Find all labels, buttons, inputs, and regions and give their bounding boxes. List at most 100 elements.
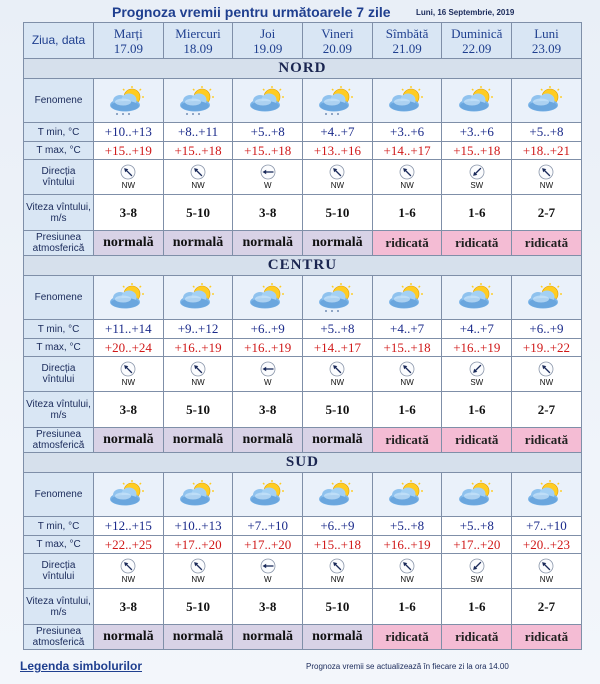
pressure-cell: normală <box>93 427 164 453</box>
phenomena-cell <box>93 472 164 517</box>
pressure-row: Presiunea atmosferică normală normală norma… <box>23 230 582 256</box>
tmin-cell: +3..+6 <box>371 122 443 142</box>
wind-direction-cell: NW <box>511 553 582 589</box>
row-label: T max, °C <box>23 141 94 160</box>
pressure-cell: ridicată <box>441 624 513 650</box>
day-date: 21.09 <box>392 40 422 56</box>
phenomena-cell <box>441 275 513 320</box>
cloud-sun-icon <box>443 282 511 313</box>
row-label: Presiunea atmosferică <box>23 624 94 650</box>
wind-speed-cell: 5-10 <box>302 194 373 231</box>
pressure-cell: ridicată <box>511 624 582 650</box>
tmax-cell: +15..+18 <box>441 141 513 160</box>
wind-direction-label: NW <box>330 181 345 190</box>
wind-arrow-icon: NW <box>373 361 441 387</box>
pressure-row: Presiunea atmosferică normală normală norma… <box>23 624 582 650</box>
wind-speed-row: Viteza vîntului, m/s 3-8 5-10 3-8 5-10 1-6 1-6… <box>23 588 582 625</box>
wind-speed-cell: 1-6 <box>371 588 443 625</box>
day-header: Luni 23.09 <box>511 22 582 59</box>
wind-speed-cell: 5-10 <box>162 588 234 625</box>
wind-arrow-icon: NW <box>164 164 232 190</box>
pressure-cell: normală <box>93 230 164 256</box>
cloud-sun-icon <box>443 479 511 510</box>
day-header: Miercuri 18.09 <box>162 22 234 59</box>
wind-direction-label: NW <box>121 378 135 387</box>
tmin-cell: +5..+8 <box>232 122 304 142</box>
wind-direction-row: Direcția vîntului NW NW W NW NW SW NW <box>23 356 582 392</box>
forecast-table: Ziua, data Marți 17.09 Miercuri 18.09 Joi 19.0… <box>23 22 582 650</box>
wind-direction-label: NW <box>539 575 554 584</box>
cloud-sun-icon <box>234 85 302 116</box>
pressure-cell: normală <box>232 427 304 453</box>
update-note: Prognoza vremii se actualizează în fieca… <box>306 662 509 671</box>
pressure-cell: ridicată <box>371 427 443 453</box>
wind-direction-label: SW <box>470 575 484 584</box>
tmax-row: T max, °C +15..+19 +15..+18 +15..+18 +13..+1… <box>23 141 582 160</box>
wind-arrow-icon: SW <box>443 164 511 190</box>
row-label: Direcția vîntului <box>23 356 94 392</box>
wind-direction-cell: NW <box>302 356 373 392</box>
wind-direction-cell: NW <box>371 553 443 589</box>
region-header-row: CENTRU <box>23 255 582 276</box>
tmin-cell: +12..+15 <box>93 516 164 536</box>
phenomena-cell <box>371 275 443 320</box>
tmin-cell: +4..+7 <box>371 319 443 339</box>
wind-direction-label: NW <box>400 575 414 584</box>
wind-arrow-icon: SW <box>443 361 511 387</box>
day-date: 19.09 <box>253 40 283 56</box>
phenomena-cell <box>371 472 443 517</box>
pressure-row: Presiunea atmosferică normală normală norma… <box>23 427 582 453</box>
wind-speed-row: Viteza vîntului, m/s 3-8 5-10 3-8 5-10 1-6 1-6… <box>23 391 582 428</box>
wind-arrow-icon: NW <box>304 361 372 387</box>
tmin-cell: +5..+8 <box>511 122 582 142</box>
tmin-cell: +6..+9 <box>511 319 582 339</box>
tmax-row: T max, °C +20..+24 +16..+19 +16..+19 +14..+1… <box>23 338 582 357</box>
wind-arrow-icon: NW <box>373 164 441 190</box>
wind-arrow-icon: NW <box>94 361 162 387</box>
wind-direction-label: NW <box>330 575 345 584</box>
cloud-sun-icon <box>513 479 581 510</box>
wind-direction-cell: NW <box>511 356 582 392</box>
tmin-row: T min, °C +12..+15 +10..+13 +7..+10 +6..+9 +5… <box>23 516 582 536</box>
wind-speed-cell: 3-8 <box>93 391 164 428</box>
cloud-sun-icon <box>234 479 302 510</box>
pressure-cell: normală <box>162 624 234 650</box>
tmax-cell: +15..+18 <box>302 535 373 554</box>
wind-direction-cell: SW <box>441 159 513 195</box>
pressure-cell: normală <box>232 624 304 650</box>
tmax-cell: +17..+20 <box>232 535 304 554</box>
wind-direction-row: Direcția vîntului NW NW W NW NW SW NW <box>23 553 582 589</box>
phenomena-cell <box>162 275 234 320</box>
wind-speed-cell: 1-6 <box>371 391 443 428</box>
wind-direction-label: NW <box>539 181 554 190</box>
wind-direction-cell: NW <box>302 553 373 589</box>
row-label: Direcția vîntului <box>23 553 94 589</box>
tmax-row: T max, °C +22..+25 +17..+20 +17..+20 +15..+1… <box>23 535 582 554</box>
cloud-sun-rain-icon <box>94 85 162 116</box>
page-header: Prognoza vremii pentru următoarele 7 zil… <box>0 2 600 22</box>
wind-arrow-icon: NW <box>373 558 441 584</box>
wind-arrow-icon: SW <box>443 558 511 584</box>
legend-link[interactable]: Legenda simbolurilor <box>20 659 143 673</box>
wind-speed-row: Viteza vîntului, m/s 3-8 5-10 3-8 5-10 1-6 1-6… <box>23 194 582 231</box>
wind-direction-label: NW <box>121 575 135 584</box>
wind-speed-cell: 2-7 <box>511 391 582 428</box>
wind-speed-cell: 1-6 <box>441 194 513 231</box>
day-date: 18.09 <box>183 40 213 56</box>
tmax-cell: +16..+19 <box>232 338 304 357</box>
tmax-cell: +16..+19 <box>162 338 234 357</box>
pressure-cell: ridicată <box>371 624 443 650</box>
cloud-sun-rain-icon <box>164 85 232 116</box>
wind-arrow-icon: NW <box>94 558 162 584</box>
phenomena-cell <box>162 472 234 517</box>
row-label: Viteza vîntului, m/s <box>23 194 94 231</box>
wind-direction-label: NW <box>121 181 135 190</box>
wind-direction-cell: W <box>232 159 304 195</box>
wind-speed-cell: 5-10 <box>162 194 234 231</box>
cloud-sun-icon <box>373 85 441 116</box>
wind-direction-label: W <box>263 181 272 190</box>
pressure-cell: ridicată <box>511 230 582 256</box>
wind-direction-label: SW <box>470 378 484 387</box>
wind-direction-cell: NW <box>162 356 234 392</box>
cloud-sun-rain-icon <box>304 282 372 313</box>
